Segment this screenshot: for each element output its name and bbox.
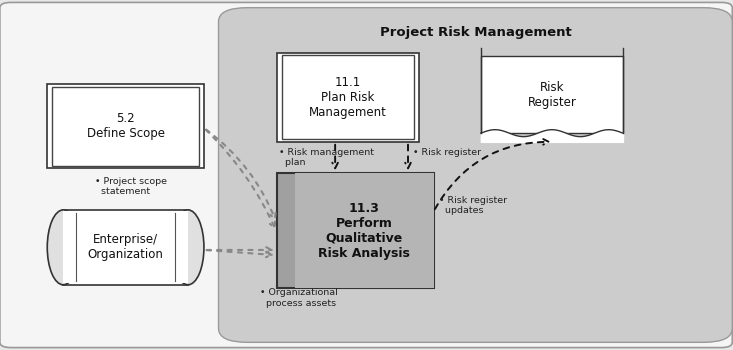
Bar: [52, 87, 199, 166]
Bar: [295, 173, 433, 288]
Text: • Organizational
  process assets: • Organizational process assets: [260, 288, 338, 308]
Bar: [63, 211, 188, 284]
Text: Risk
Register: Risk Register: [528, 81, 576, 109]
Bar: [282, 55, 414, 139]
Text: 5.2
Define Scope: 5.2 Define Scope: [86, 112, 165, 140]
Bar: [47, 84, 204, 168]
Ellipse shape: [47, 210, 79, 285]
Text: Enterprise/
Organization: Enterprise/ Organization: [88, 233, 163, 261]
Bar: [63, 210, 188, 285]
Text: • Risk register: • Risk register: [413, 148, 482, 157]
Ellipse shape: [172, 210, 204, 285]
Text: Project Risk Management: Project Risk Management: [380, 26, 572, 38]
Bar: [277, 173, 433, 288]
Text: 11.1
Plan Risk
Management: 11.1 Plan Risk Management: [309, 76, 387, 119]
Text: • Risk register
  updates: • Risk register updates: [438, 196, 507, 215]
Text: 11.3
Perform
Qualitative
Risk Analysis: 11.3 Perform Qualitative Risk Analysis: [318, 202, 410, 260]
FancyBboxPatch shape: [218, 8, 732, 342]
Bar: [481, 56, 623, 133]
Text: • Risk management
  plan: • Risk management plan: [279, 148, 374, 167]
Bar: [277, 53, 419, 142]
Text: • Project scope
  statement: • Project scope statement: [95, 177, 167, 196]
